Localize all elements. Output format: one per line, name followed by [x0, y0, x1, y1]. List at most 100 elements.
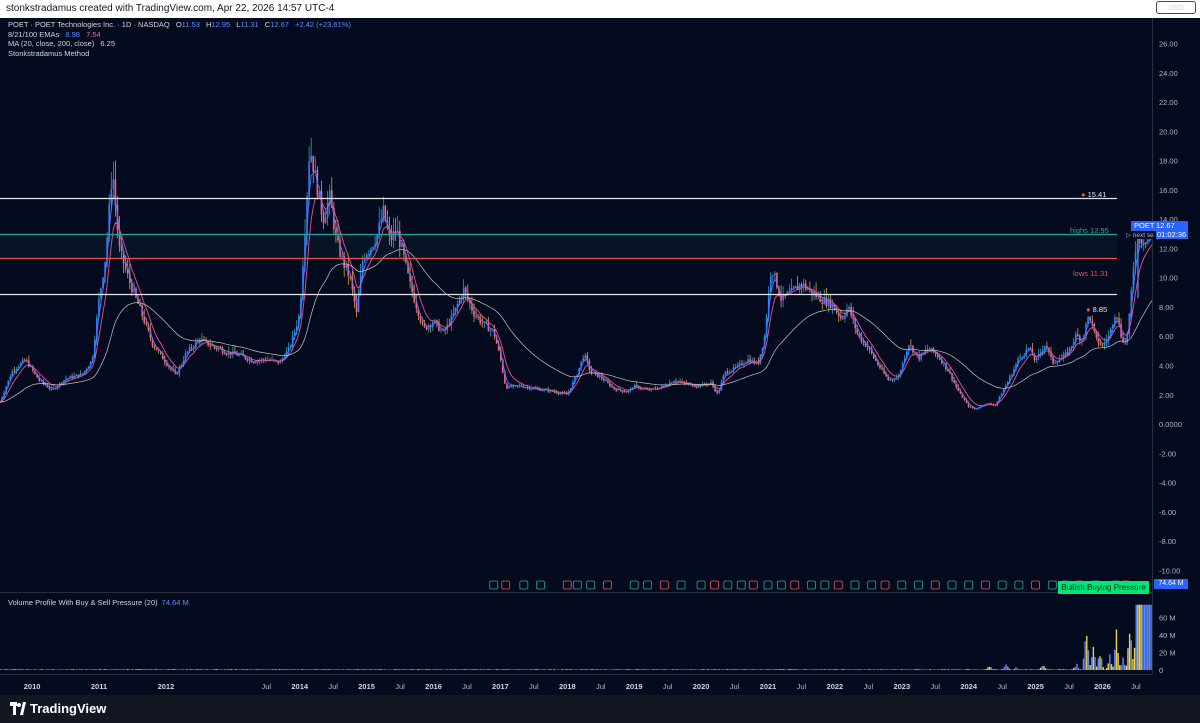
candle-body	[1081, 339, 1083, 342]
volume-bar	[1133, 647, 1136, 670]
volume-bar	[997, 669, 999, 670]
volume-bar	[273, 669, 275, 670]
volume-bar	[642, 669, 645, 670]
volume-bar	[425, 669, 427, 670]
volume-bar	[0, 669, 2, 670]
volume-bar	[1100, 658, 1103, 670]
volume-bar	[654, 669, 656, 670]
candle-body	[848, 306, 850, 310]
price-tick-label: -6.00	[1159, 508, 1176, 517]
candle-body	[724, 371, 727, 376]
volume-bar	[146, 669, 149, 670]
time-tick-label: Jul	[997, 682, 1007, 691]
volume-bar	[16, 669, 18, 670]
candle-body	[1130, 289, 1133, 314]
candle-body	[44, 383, 47, 386]
volume-bar	[761, 669, 763, 670]
volume-bar	[679, 669, 681, 670]
candle-body	[835, 310, 838, 313]
volume-bar	[626, 669, 628, 670]
earnings-marker	[643, 580, 652, 590]
candle-body	[1134, 252, 1137, 268]
volume-pane[interactable]: Volume Profile With Buy & Sell Pressure …	[0, 594, 1152, 674]
currency-button[interactable]: USD	[1156, 1, 1196, 14]
ma-label: MA (20, close, 200, close)	[8, 39, 95, 48]
volume-bar	[164, 669, 167, 670]
volume-bar	[1109, 654, 1111, 670]
level-885-value: 8.85	[1092, 305, 1108, 314]
volume-bar	[530, 669, 533, 670]
volume-bar	[459, 669, 462, 670]
volume-bar	[759, 669, 762, 670]
time-tick-label: Jul	[462, 682, 472, 691]
time-tick-label: 2021	[760, 682, 777, 691]
candle-body	[510, 385, 512, 387]
volume-bar	[77, 669, 79, 670]
candle-body	[223, 353, 226, 355]
volume-bar	[26, 669, 28, 670]
volume-bar	[168, 669, 170, 670]
candle-body	[1006, 381, 1009, 386]
candle-body	[609, 382, 611, 387]
candle-body	[464, 287, 467, 293]
earnings-marker	[947, 580, 957, 590]
volume-bar	[308, 669, 310, 670]
candle-body	[279, 360, 282, 364]
volume-bar	[766, 669, 768, 670]
volume-bar	[1036, 669, 1039, 670]
volume-bar	[255, 669, 257, 670]
candle-body	[302, 265, 304, 299]
candle-body	[1033, 355, 1036, 361]
volume-bar	[1048, 669, 1050, 670]
candle-body	[559, 393, 562, 395]
candle-body	[1112, 325, 1114, 329]
volume-bar	[9, 669, 12, 670]
volume-bar	[901, 669, 903, 670]
volume-bar	[265, 669, 267, 670]
volume-bar	[723, 669, 725, 670]
candle-body	[858, 333, 861, 337]
volume-bar	[1102, 667, 1104, 670]
candle-body	[782, 294, 784, 301]
candle-body	[1044, 346, 1046, 351]
candle-body	[901, 362, 904, 371]
volume-bar	[357, 669, 360, 670]
candle-body	[188, 347, 191, 352]
price-pane[interactable]: POET · POET Technologies Inc. · 1D · NAS…	[0, 18, 1152, 593]
candle-body	[190, 347, 193, 349]
candle-body	[883, 368, 885, 374]
volume-bar	[636, 669, 638, 670]
volume-bar	[70, 669, 73, 670]
candle-body	[434, 320, 436, 324]
candle-body	[1013, 369, 1015, 376]
candle-body	[355, 302, 358, 313]
volume-bar	[972, 669, 974, 670]
candle-body	[998, 396, 1001, 402]
volume-bar	[621, 669, 623, 670]
symbol-line: POET · POET Technologies Inc. · 1D · NAS…	[8, 20, 170, 29]
price-scale[interactable]: 26.00 24.00 22.00 20.00 18.00 16.00 14.00 12.00…	[1152, 18, 1200, 674]
volume-bar	[491, 669, 493, 670]
volume-bar	[225, 669, 228, 670]
earnings-marker	[723, 580, 733, 590]
volume-bar	[988, 666, 991, 670]
candle-body	[361, 260, 364, 276]
volume-bar	[575, 669, 577, 670]
ema-mid-line	[0, 195, 1152, 407]
candle-body	[726, 371, 729, 374]
candle-body	[308, 161, 310, 197]
volume-bar	[253, 669, 256, 670]
volume-bar	[82, 669, 84, 670]
volume-bar	[166, 669, 168, 670]
volume-bar	[652, 669, 655, 670]
time-axis[interactable]: 2010 2011 2012 Jul 2014 Jul 2015 Jul 2016 Jul 2017…	[0, 674, 1152, 695]
volume-bar	[735, 669, 737, 670]
volume-bar	[215, 669, 218, 670]
volume-bar	[347, 669, 350, 670]
volume-bar	[977, 669, 979, 670]
volume-bar	[753, 669, 755, 670]
volume-bar	[543, 669, 546, 670]
volume-bar	[438, 669, 440, 670]
volume-bar	[957, 669, 959, 670]
volume-bar	[878, 669, 880, 670]
